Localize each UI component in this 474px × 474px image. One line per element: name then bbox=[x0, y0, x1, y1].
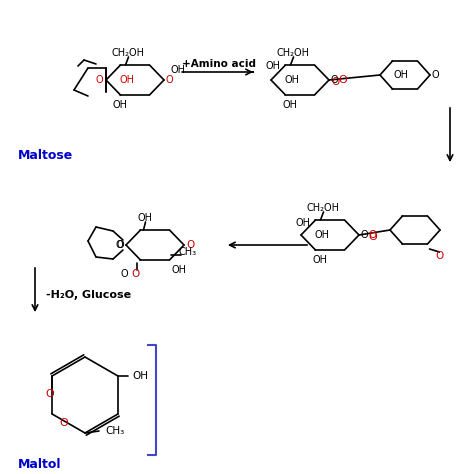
Text: OH: OH bbox=[113, 100, 128, 110]
Text: CH₂OH: CH₂OH bbox=[277, 48, 310, 58]
Text: Maltol: Maltol bbox=[18, 458, 62, 472]
Text: Maltose: Maltose bbox=[18, 148, 73, 162]
Text: O: O bbox=[115, 240, 123, 250]
Text: O: O bbox=[59, 419, 68, 428]
Text: O: O bbox=[432, 70, 439, 80]
Text: O: O bbox=[131, 269, 140, 279]
Text: O: O bbox=[369, 230, 377, 240]
Text: OH: OH bbox=[313, 255, 328, 265]
Text: O: O bbox=[436, 251, 444, 261]
Text: CH₃: CH₃ bbox=[105, 426, 124, 436]
Text: OH: OH bbox=[283, 100, 298, 110]
Text: CH₂OH: CH₂OH bbox=[112, 48, 145, 58]
Text: O: O bbox=[361, 230, 369, 240]
Text: OH: OH bbox=[171, 65, 185, 75]
Text: OH: OH bbox=[315, 230, 329, 240]
Text: O: O bbox=[166, 75, 173, 85]
Text: CH₂OH: CH₂OH bbox=[307, 203, 340, 213]
Text: OH: OH bbox=[393, 70, 409, 80]
Text: O: O bbox=[369, 232, 377, 242]
Text: OH: OH bbox=[296, 218, 311, 228]
Text: O: O bbox=[338, 75, 347, 85]
Text: O: O bbox=[331, 77, 339, 87]
Text: O: O bbox=[186, 240, 194, 250]
Text: CH₃: CH₃ bbox=[178, 247, 197, 257]
Text: O: O bbox=[95, 75, 103, 85]
Text: O: O bbox=[331, 75, 338, 85]
Text: OH: OH bbox=[138, 213, 153, 223]
Text: O: O bbox=[121, 269, 128, 279]
Text: OH: OH bbox=[132, 371, 148, 381]
Text: +Amino acid: +Amino acid bbox=[182, 59, 256, 69]
Text: OH: OH bbox=[266, 61, 281, 71]
Text: -H₂O, Glucose: -H₂O, Glucose bbox=[46, 290, 131, 300]
Text: OH: OH bbox=[119, 75, 135, 85]
Text: O: O bbox=[117, 240, 124, 250]
Text: O: O bbox=[46, 389, 55, 399]
Text: OH: OH bbox=[172, 265, 187, 275]
Text: OH: OH bbox=[284, 75, 300, 85]
